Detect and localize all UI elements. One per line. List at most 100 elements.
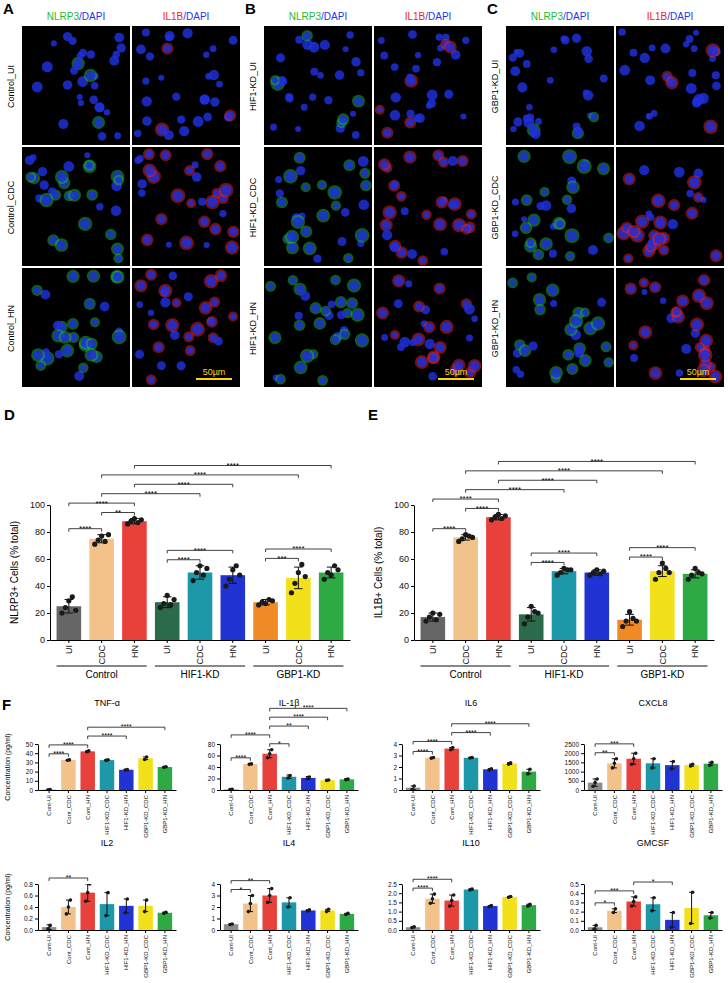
x-tick: Cont_CDC bbox=[247, 930, 253, 964]
chart-title: IL10 bbox=[462, 838, 480, 848]
nucleus bbox=[205, 73, 212, 80]
x-tick: GBP1-KD_HN bbox=[344, 930, 350, 973]
stain-signal bbox=[533, 293, 546, 306]
nucleus bbox=[567, 204, 577, 214]
y-tick-mark bbox=[399, 893, 402, 894]
y-tick-label: 80 bbox=[208, 741, 216, 748]
plot-area bbox=[224, 748, 354, 790]
nucleus bbox=[438, 198, 447, 207]
nucleus bbox=[69, 320, 77, 328]
bar bbox=[320, 910, 334, 930]
y-tick-label: 0.8 bbox=[24, 881, 33, 888]
nucleus bbox=[219, 210, 226, 217]
bar bbox=[100, 760, 114, 790]
significance-label: **** bbox=[443, 524, 455, 533]
y-tick-mark bbox=[399, 767, 402, 768]
y-axis: 0.00.10.20.30.40.5 bbox=[570, 881, 585, 934]
nucleus bbox=[649, 44, 656, 51]
significance-label: **** bbox=[417, 748, 428, 755]
significance-label: **** bbox=[459, 494, 471, 503]
image-panel: ANLRP3/DAPIIL1B/DAPIControl_UIControl_CD… bbox=[3, 0, 240, 387]
nucleus bbox=[640, 53, 650, 63]
x-tick: UI bbox=[261, 640, 271, 654]
y-tick-mark bbox=[217, 767, 220, 768]
y-tick-label: 50 bbox=[26, 741, 34, 748]
nucleus bbox=[564, 351, 572, 359]
data-point bbox=[652, 896, 656, 900]
y-tick: 20 bbox=[399, 608, 414, 618]
nucleus bbox=[405, 152, 414, 161]
nucleus bbox=[429, 354, 437, 362]
stain-signal bbox=[709, 370, 723, 384]
data-point bbox=[667, 570, 672, 575]
nucleus bbox=[352, 310, 362, 320]
nucleus bbox=[276, 189, 284, 197]
x-tick-label: GBP1-KD_HN bbox=[708, 935, 714, 973]
nucleus bbox=[142, 96, 152, 106]
y-axis: 0.00.20.40.60.8 bbox=[24, 881, 39, 934]
nucleus bbox=[166, 242, 172, 248]
x-tick-label: Cont_CDC bbox=[247, 934, 253, 964]
nucleus bbox=[417, 357, 427, 367]
bar bbox=[253, 602, 278, 640]
nucleus bbox=[515, 49, 524, 58]
data-point bbox=[614, 907, 618, 911]
stain-signal bbox=[55, 238, 69, 252]
stain-signal bbox=[533, 249, 545, 261]
nucleus bbox=[550, 300, 557, 307]
data-point bbox=[234, 563, 239, 568]
data-point bbox=[335, 567, 340, 572]
x-tick-mark bbox=[145, 930, 146, 933]
nucleus bbox=[529, 216, 538, 225]
nucleus bbox=[305, 243, 315, 253]
nucleus bbox=[676, 369, 684, 377]
data-point bbox=[526, 772, 530, 776]
significance: ****************************************… bbox=[69, 461, 331, 564]
significance-label: **** bbox=[194, 546, 206, 555]
chart-title: IL4 bbox=[283, 838, 296, 848]
bar bbox=[42, 927, 56, 930]
stain-signal bbox=[153, 341, 165, 353]
nucleus bbox=[380, 52, 388, 60]
nucleus bbox=[637, 217, 647, 227]
y-tick-label: 0.0 bbox=[24, 927, 33, 934]
x-axis: Cont-UICont_CDCCont_HNHIF1-KD_CDCHIF1-KD… bbox=[585, 930, 723, 978]
stain-signal bbox=[580, 308, 590, 318]
bar bbox=[319, 573, 344, 641]
y-tick: 2 bbox=[211, 904, 220, 911]
bar bbox=[122, 521, 147, 640]
plot-area bbox=[42, 884, 172, 930]
nucleus bbox=[114, 132, 121, 139]
nucleus bbox=[408, 30, 417, 39]
y-tick-label: 4 bbox=[393, 741, 397, 748]
y-tick-label: 1 bbox=[211, 915, 215, 922]
significance-label: **** bbox=[656, 543, 668, 552]
y-tick-mark bbox=[581, 884, 584, 885]
nucleus bbox=[70, 191, 79, 200]
nucleus bbox=[588, 245, 598, 255]
x-tick: UI bbox=[162, 640, 172, 654]
column-header: NLRP3/DAPI bbox=[47, 11, 105, 22]
y-tick-mark bbox=[581, 921, 584, 922]
stain-signal bbox=[525, 237, 536, 248]
nucleus bbox=[354, 97, 363, 106]
y-tick: 0.0 bbox=[24, 927, 38, 934]
nucleus bbox=[115, 255, 121, 261]
scale-bar bbox=[196, 378, 232, 380]
nucleus bbox=[78, 100, 84, 106]
y-tick-label: 40 bbox=[26, 750, 34, 757]
nucleus bbox=[415, 52, 421, 58]
nucleus bbox=[348, 299, 356, 307]
data-point bbox=[48, 924, 52, 928]
nucleus bbox=[333, 203, 339, 209]
x-tick-label: Cont-UI bbox=[228, 935, 234, 956]
nucleus bbox=[419, 257, 426, 264]
stain-signal bbox=[227, 226, 239, 238]
y-tick-mark bbox=[217, 919, 220, 920]
stain-signal bbox=[302, 30, 313, 41]
group-line bbox=[155, 666, 245, 667]
data-point bbox=[672, 760, 676, 764]
nucleus bbox=[630, 342, 636, 348]
nucleus bbox=[319, 182, 325, 188]
data-point bbox=[249, 902, 253, 906]
